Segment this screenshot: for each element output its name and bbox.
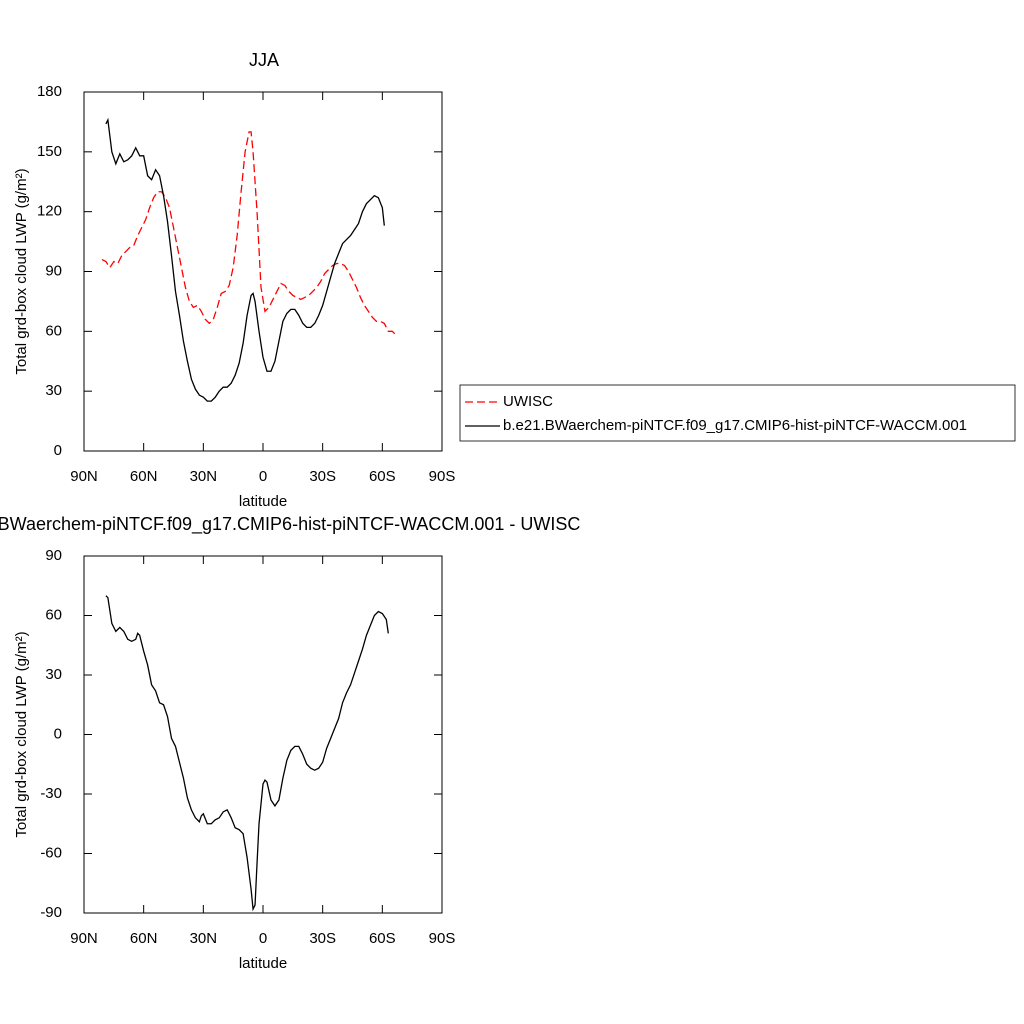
x-tick-label: 90S <box>429 468 456 485</box>
x-tick-label: 0 <box>259 930 267 947</box>
data-line <box>101 131 397 336</box>
y-tick-label: 150 <box>37 143 62 160</box>
y-tick-label: 180 <box>37 83 62 100</box>
y-axis-label: Total grd-box cloud LWP (g/m²) <box>13 631 30 837</box>
y-tick-label: 120 <box>37 203 62 220</box>
x-axis-label: latitude <box>239 493 287 510</box>
x-tick-label: 30S <box>309 930 336 947</box>
y-tick-label: 60 <box>45 606 62 623</box>
y-tick-label: 0 <box>54 442 62 459</box>
plot-frame <box>83 91 443 452</box>
x-tick-label: 60S <box>369 930 396 947</box>
y-tick-label: -30 <box>40 785 62 802</box>
x-tick-label: 30S <box>309 468 336 485</box>
y-tick-label: 90 <box>45 547 62 564</box>
x-tick-label: 30N <box>190 930 218 947</box>
x-tick-label: 60N <box>130 468 158 485</box>
legend-label: b.e21.BWaerchem-piNTCF.f09_g17.CMIP6-his… <box>503 417 967 434</box>
y-tick-label: 90 <box>45 262 62 279</box>
y-tick-label: 60 <box>45 322 62 339</box>
y-tick-label: 30 <box>45 666 62 683</box>
legend-box <box>459 384 1016 442</box>
y-tick-label: 0 <box>54 725 62 742</box>
x-tick-label: 30N <box>190 468 218 485</box>
x-tick-label: 60N <box>130 930 158 947</box>
x-tick-label: 90N <box>70 468 98 485</box>
y-tick-label: -90 <box>40 904 62 921</box>
plot-frame <box>83 555 443 914</box>
data-line <box>105 117 385 402</box>
data-line <box>105 595 389 912</box>
x-tick-label: 60S <box>369 468 396 485</box>
x-tick-label: 90N <box>70 930 98 947</box>
y-axis-label: Total grd-box cloud LWP (g/m²) <box>13 168 30 374</box>
x-tick-label: 90S <box>429 930 456 947</box>
x-axis-label: latitude <box>239 955 287 972</box>
y-tick-label: -60 <box>40 844 62 861</box>
legend-label: UWISC <box>503 393 553 410</box>
x-tick-label: 0 <box>259 468 267 485</box>
chart-title: b.e21.BWaerchem-piNTCF.f09_g17.CMIP6-his… <box>0 514 580 535</box>
y-tick-label: 30 <box>45 382 62 399</box>
chart-title: JJA <box>249 50 279 70</box>
